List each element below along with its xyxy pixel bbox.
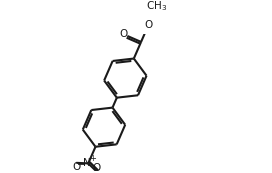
Text: O: O bbox=[144, 20, 152, 30]
Text: N: N bbox=[83, 158, 91, 168]
Text: +: + bbox=[89, 154, 95, 163]
Text: CH$_3$: CH$_3$ bbox=[146, 0, 167, 13]
Text: O: O bbox=[93, 163, 101, 173]
Text: O: O bbox=[72, 162, 81, 172]
Text: O: O bbox=[119, 29, 127, 39]
Text: −: − bbox=[77, 160, 85, 170]
